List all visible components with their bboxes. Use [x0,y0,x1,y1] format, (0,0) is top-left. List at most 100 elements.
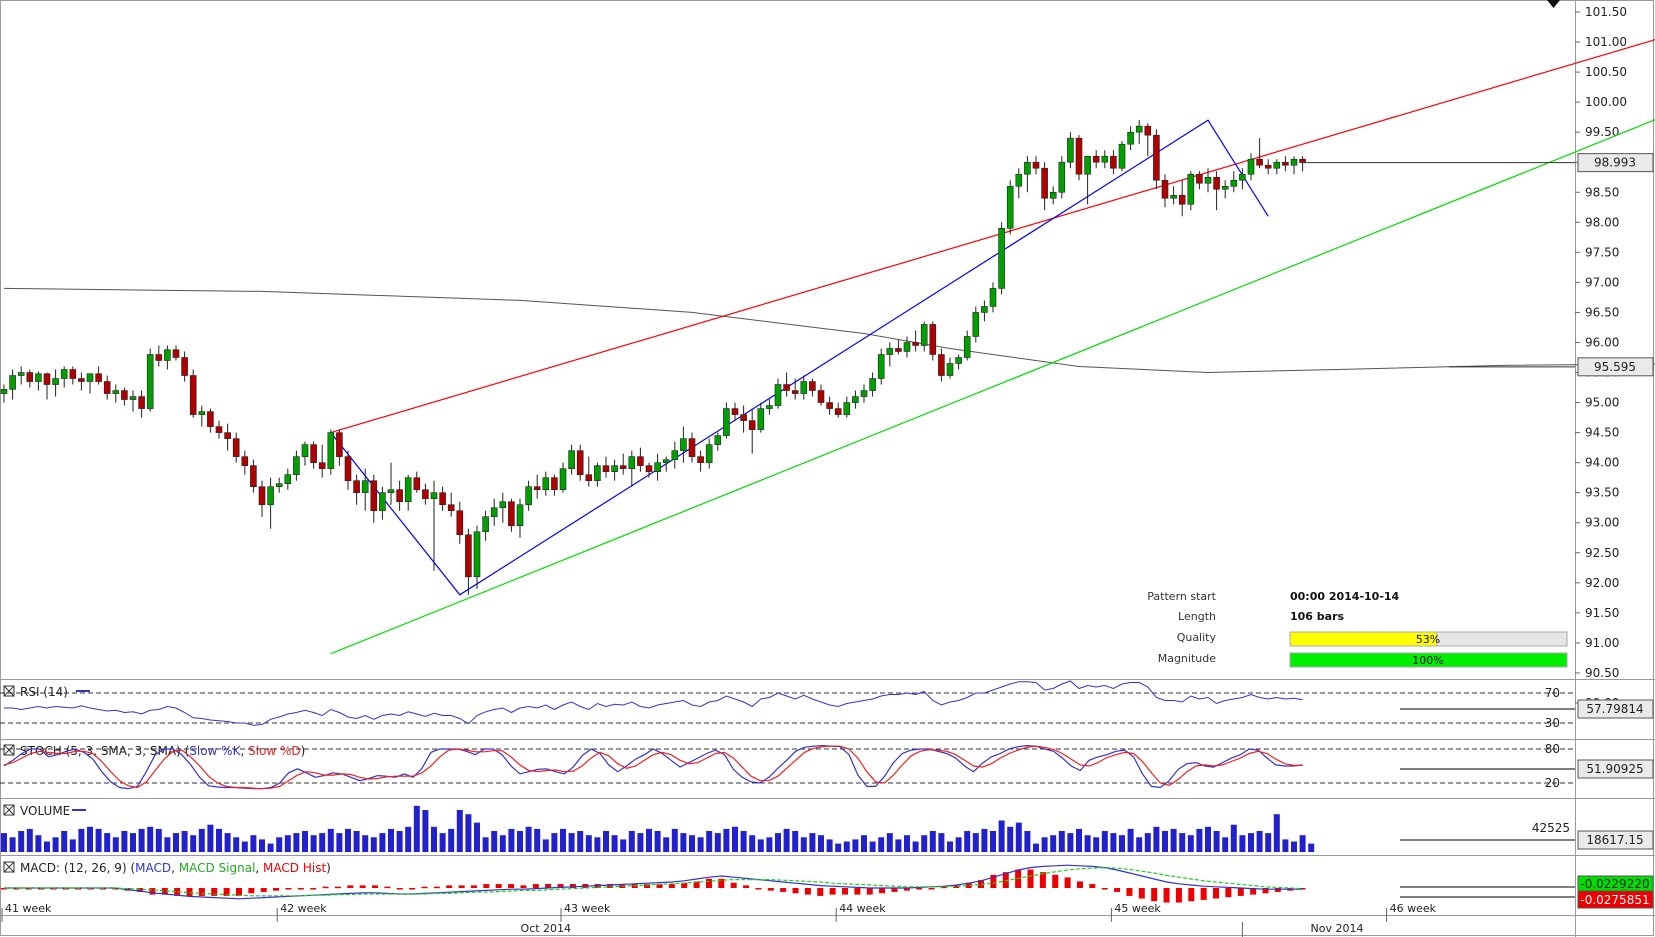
rsi-panel: RSI (14) 70 30 57.79814 [0,680,1654,730]
volume-bar [568,833,575,852]
candle-body [181,357,188,376]
macd-hist-bar [99,888,106,890]
candle-body [637,456,644,466]
volume-bar [843,841,850,852]
macd-hist-bar [1052,874,1059,888]
magnitude-value: 100% [1412,654,1443,667]
volume-bar [1248,833,1254,852]
volume-bar [284,835,291,852]
macd-hist-bar [273,888,280,891]
volume-bar [1265,833,1272,852]
macd-hist-bar [223,888,230,896]
macd-hist-bar [829,888,836,895]
macd-hist-bar [1002,872,1009,888]
volume-bar [972,833,979,852]
macd-hist-bar [396,888,403,890]
candle-body [843,402,851,415]
pattern-start-label: Pattern start [1147,590,1216,603]
macd-hist-bar [1188,888,1195,902]
volume-bar [921,835,928,852]
volume-bar [9,837,16,852]
price-tick-label: 101.50 [1585,5,1627,19]
candle-body [1273,161,1281,169]
macd-hist-bar [50,888,57,890]
stoch-k-label: Slow %K [189,744,241,758]
macd-hist-bar [174,888,181,896]
volume-bar [233,837,240,852]
volume-bar [1,833,7,852]
macd-hist-bar [297,888,304,890]
volume-bar [1144,833,1151,852]
sma-value-box [1577,357,1654,377]
macd-hist-bar [1237,888,1244,896]
candle-body [138,396,145,409]
stoch-label: STOCH (5, 3, SMA, 3, SMA) (Slow %K, Slow… [20,744,305,758]
candle-body [912,342,919,346]
volume-bar [1230,824,1237,852]
volume-bar [757,839,764,852]
macd-hist-bar [137,888,144,892]
candle-body [422,489,429,500]
volume-bar [1015,822,1022,852]
stoch-close-icon[interactable] [3,744,15,756]
volume-bar [293,833,300,852]
volume-bar [1136,837,1143,852]
stoch-k-line [3,744,1303,790]
volume-bar [749,835,756,852]
candle-body [155,354,163,361]
volume-bar [336,833,343,852]
macd-hist-bar [681,882,688,888]
macd-hist-bar [248,888,255,894]
candle-body [895,348,902,352]
volume-bar [396,831,403,852]
candle-body [619,465,627,469]
volume-bar [603,831,609,852]
volume-bar [319,833,326,852]
volume-bar [1222,837,1229,852]
volume-bar [611,835,618,852]
macd-hist-bar [1225,888,1232,898]
volume-bar [637,833,644,852]
candle-body [387,489,395,493]
volume-bar [207,824,214,852]
rsi-close-icon[interactable] [3,685,15,697]
macd-label-sep2: , [255,861,263,875]
candle-body [628,456,636,469]
volume-bar [1179,833,1186,852]
candle-body [1213,176,1220,190]
volume-bar [1076,828,1082,852]
volume-bar [534,828,541,852]
price-tick-label: 93.50 [1585,486,1619,500]
candle-body [1110,155,1117,169]
candle-body [1024,161,1031,175]
volume-bar [198,828,205,852]
candle-body [232,438,240,457]
macd-hist-bar [557,884,564,888]
volume-bar [1024,831,1031,852]
price-tick-label: 96.50 [1585,305,1619,319]
volume-bar [938,833,945,852]
macd-hist-bar [705,878,712,888]
volume-panel: VOLUME 42525 18617.15 [1,804,1654,852]
volume-bar [1067,833,1074,852]
macd-close-icon[interactable] [3,861,15,873]
candle-body [430,492,438,500]
macd-hist-bar [718,878,725,888]
candle-body [1230,179,1238,187]
candle-body [1101,155,1109,163]
volume-bar [499,835,506,852]
candle-body [52,378,59,385]
volume-close-icon[interactable] [3,804,15,816]
candle-body [404,477,412,503]
pattern-lines [330,39,1655,655]
macd-hist-bar [804,888,811,895]
macd-hist-bar [792,888,799,894]
price-tick-label: 93.00 [1585,516,1619,530]
macd-hist-bar [75,888,82,890]
candle-body [1153,134,1160,181]
volume-bar [173,833,179,852]
macd-hist-bar [743,885,750,888]
macd-hist-bar [891,888,898,892]
magnitude-bar-fill [1289,652,1568,668]
candle-body [705,444,713,463]
